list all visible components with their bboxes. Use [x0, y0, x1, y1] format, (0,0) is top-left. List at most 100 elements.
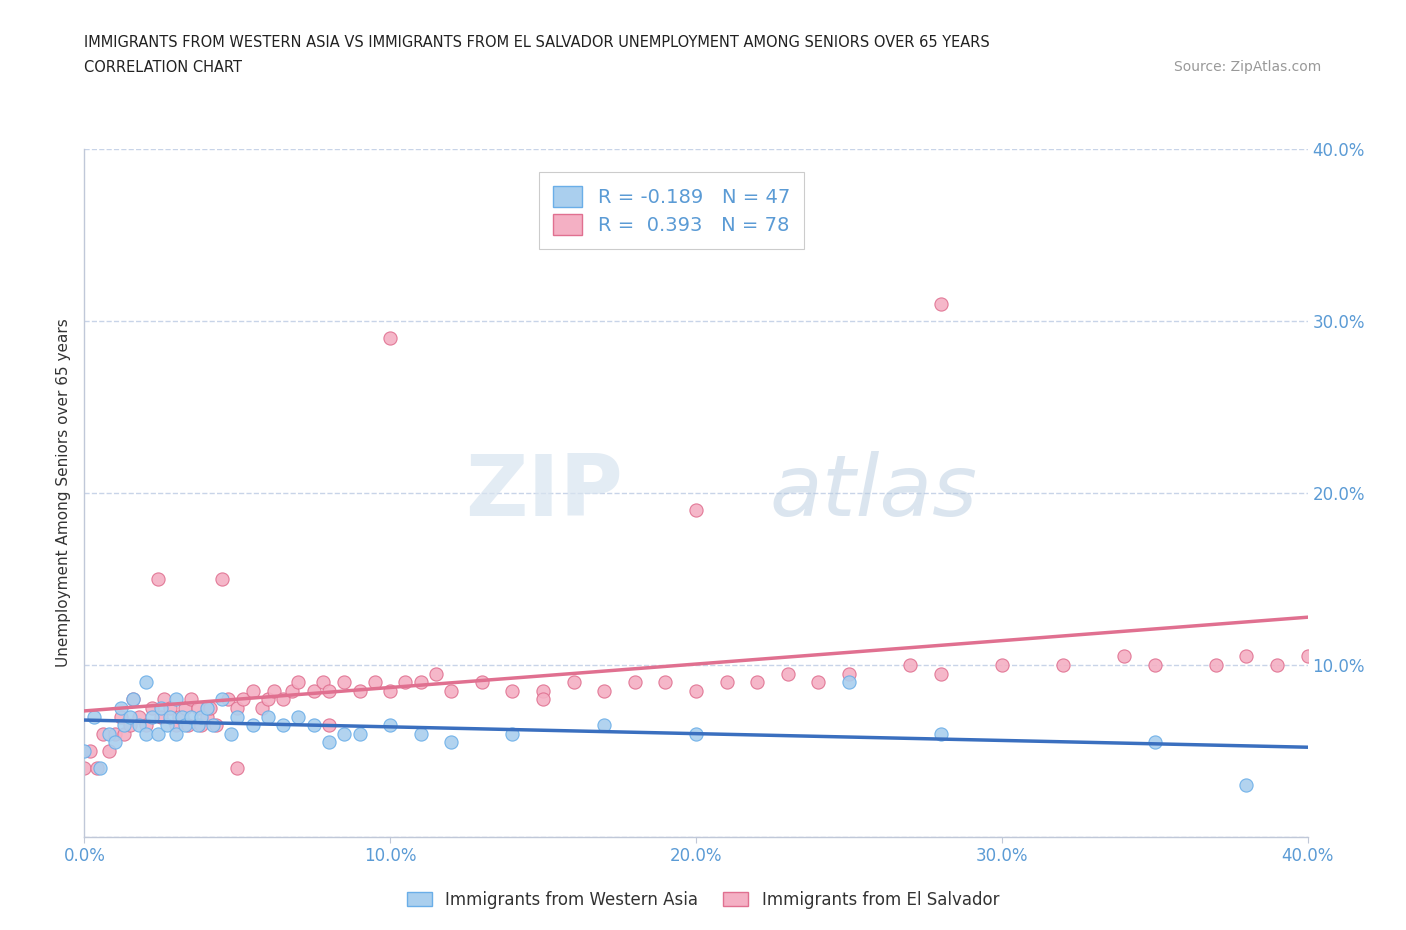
Point [1236, 649, 1258, 664]
Point [349, 684, 371, 698]
Point [122, 692, 145, 707]
Point [174, 700, 197, 715]
Y-axis label: Unemployment Among Seniors over 65 years: Unemployment Among Seniors over 65 years [56, 319, 72, 668]
Point [146, 572, 169, 587]
Point [128, 710, 150, 724]
Point [271, 718, 294, 733]
Point [302, 684, 325, 698]
Point [97, 744, 120, 759]
Point [73, 761, 96, 776]
Point [409, 675, 432, 690]
Point [318, 684, 340, 698]
Point [318, 735, 340, 750]
Point [211, 692, 233, 707]
Point [110, 710, 132, 724]
Point [135, 718, 157, 733]
Point [257, 692, 280, 707]
Point [747, 675, 769, 690]
Point [165, 692, 187, 707]
Point [201, 718, 224, 733]
Point [562, 675, 585, 690]
Point [380, 331, 402, 346]
Point [333, 726, 356, 741]
Point [198, 700, 221, 715]
Point [624, 675, 647, 690]
Point [1052, 658, 1074, 672]
Point [165, 718, 187, 733]
Point [120, 710, 142, 724]
Point [120, 718, 142, 733]
Point [156, 718, 179, 733]
Point [153, 692, 176, 707]
Point [502, 726, 524, 741]
Point [364, 675, 387, 690]
Point [409, 726, 432, 741]
Point [226, 761, 249, 776]
Point [425, 666, 447, 681]
Point [716, 675, 738, 690]
Point [1143, 658, 1166, 672]
Point [112, 726, 135, 741]
Point [128, 718, 150, 733]
Point [79, 744, 101, 759]
Point [593, 718, 616, 733]
Point [226, 700, 249, 715]
Point [167, 710, 190, 724]
Point [242, 718, 264, 733]
Point [1143, 735, 1166, 750]
Text: ZIP: ZIP [465, 451, 623, 535]
Point [180, 710, 202, 724]
Point [91, 726, 114, 741]
Point [440, 684, 463, 698]
Point [172, 710, 194, 724]
Legend: Immigrants from Western Asia, Immigrants from El Salvador: Immigrants from Western Asia, Immigrants… [398, 883, 1008, 917]
Point [929, 297, 952, 312]
Point [219, 726, 242, 741]
Point [1296, 649, 1319, 664]
Point [287, 710, 309, 724]
Point [929, 726, 952, 741]
Point [165, 726, 187, 741]
Point [318, 718, 340, 733]
Point [211, 572, 233, 587]
Point [190, 718, 212, 733]
Point [232, 692, 254, 707]
Point [89, 761, 111, 776]
Point [73, 744, 96, 759]
Point [838, 666, 860, 681]
Point [380, 684, 402, 698]
Point [1114, 649, 1136, 664]
Point [149, 710, 172, 724]
Point [110, 700, 132, 715]
Point [159, 700, 181, 715]
Point [776, 666, 799, 681]
Point [685, 684, 707, 698]
Point [302, 718, 325, 733]
Point [807, 675, 830, 690]
Point [1205, 658, 1227, 672]
Point [190, 710, 212, 724]
Point [257, 710, 280, 724]
Point [217, 692, 239, 707]
Point [195, 700, 218, 715]
Point [898, 658, 921, 672]
Point [991, 658, 1014, 672]
Point [146, 726, 169, 741]
Text: atlas: atlas [769, 451, 977, 535]
Point [83, 710, 105, 724]
Point [135, 675, 157, 690]
Point [226, 710, 249, 724]
Point [394, 675, 416, 690]
Point [929, 666, 952, 681]
Point [838, 675, 860, 690]
Point [654, 675, 676, 690]
Point [593, 684, 616, 698]
Legend: R = -0.189   N = 47, R =  0.393   N = 78: R = -0.189 N = 47, R = 0.393 N = 78 [540, 172, 804, 248]
Point [104, 726, 127, 741]
Point [685, 503, 707, 518]
Point [149, 700, 172, 715]
Point [502, 684, 524, 698]
Point [440, 735, 463, 750]
Point [141, 700, 163, 715]
Point [205, 718, 228, 733]
